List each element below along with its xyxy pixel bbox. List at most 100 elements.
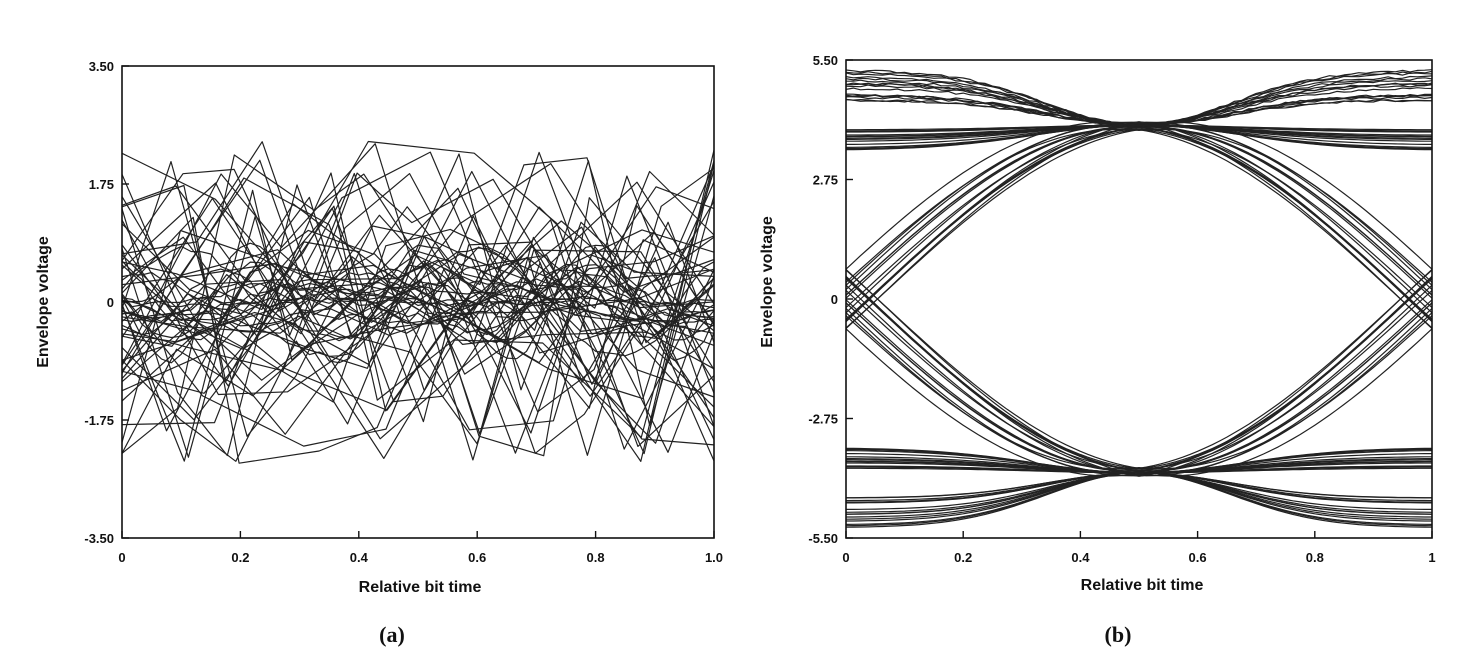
chart-b-trace — [845, 302, 1433, 472]
chart-b-trace — [845, 87, 1433, 127]
chart-b-y-tick-label: -2.75 — [808, 412, 838, 427]
chart-a-trace — [121, 277, 715, 327]
chart-a-trace — [121, 282, 715, 321]
chart-b-trace — [845, 126, 1433, 320]
chart-a-x-tick-label: 0.4 — [350, 550, 369, 565]
chart-a-trace — [121, 163, 715, 455]
chart-a-trace — [121, 281, 715, 323]
chart-b-trace — [845, 122, 1433, 330]
chart-b-trace — [845, 276, 1433, 472]
chart-a-x-tick-label: 0.2 — [231, 550, 249, 565]
chart-b-trace — [846, 462, 1432, 474]
chart-b-trace — [845, 129, 1433, 329]
chart-b-trace — [845, 278, 1433, 470]
chart-a-trace — [121, 170, 715, 381]
chart-b-trace — [846, 124, 1432, 136]
chart-a-trace — [121, 185, 715, 445]
chart-a-x-tick-label: 0 — [118, 550, 125, 565]
chart-b-trace — [845, 269, 1433, 469]
chart-a-traces — [121, 140, 715, 464]
chart-b-trace — [846, 472, 1432, 510]
chart-b-y-tick-label: 5.50 — [813, 53, 838, 68]
chart-a-trace — [121, 161, 715, 437]
chart-a-trace — [121, 219, 715, 450]
chart-b-y-tick-label: 0 — [831, 292, 838, 307]
chart-b: 5.50 2.75 0 -2.75 -5.50 0 0.2 0.4 0.6 0.8 1 Envel… — [759, 53, 1436, 647]
chart-b-trace — [845, 126, 1433, 322]
chart-a-x-ticks: 0 0.2 0.4 0.6 0.8 1.0 — [118, 531, 723, 565]
chart-b-trace — [845, 275, 1433, 477]
chart-b-trace — [845, 312, 1433, 474]
chart-b-x-tick-label: 0.8 — [1306, 550, 1324, 565]
chart-b-traces — [845, 69, 1433, 528]
chart-b-trace — [845, 128, 1433, 309]
chart-b-trace — [845, 328, 1433, 477]
chart-b-trace — [845, 278, 1433, 472]
chart-b-trace — [845, 299, 1433, 473]
chart-a-y-tick-label: 0 — [107, 295, 114, 310]
chart-b-trace — [845, 128, 1433, 320]
chart-b-x-tick-label: 0.4 — [1071, 550, 1090, 565]
chart-a-trace — [121, 159, 715, 397]
chart-b-y-tick-label: 2.75 — [813, 173, 838, 188]
chart-a-trace — [121, 205, 715, 401]
chart-a-trace — [121, 164, 715, 454]
chart-b-trace — [845, 307, 1433, 477]
chart-a-x-tick-label: 0.8 — [587, 550, 605, 565]
chart-b-caption: (b) — [1105, 622, 1132, 647]
chart-a-trace — [121, 297, 715, 307]
chart-b-trace — [845, 125, 1433, 299]
chart-a-trace — [121, 281, 715, 324]
chart-a-trace — [121, 216, 715, 464]
chart-a-trace — [121, 141, 715, 462]
chart-b-trace — [845, 126, 1433, 321]
chart-b-trace — [845, 472, 1433, 515]
chart-b-trace — [846, 472, 1432, 518]
chart-b-y-tick-label: -5.50 — [808, 531, 838, 546]
chart-a-caption: (a) — [379, 622, 405, 647]
chart-b-trace — [845, 289, 1433, 470]
chart-a-y-tick-label: -1.75 — [84, 413, 114, 428]
chart-b-trace — [845, 126, 1433, 296]
chart-a-trace — [121, 260, 715, 344]
chart-b-trace — [845, 315, 1433, 470]
chart-a-trace — [121, 177, 715, 403]
chart-b-x-tick-label: 0.2 — [954, 550, 972, 565]
chart-b-x-tick-label: 0 — [842, 550, 849, 565]
chart-a-trace — [121, 268, 715, 336]
chart-b-x-tick-label: 0.6 — [1189, 550, 1207, 565]
chart-a-y-tick-label: 3.50 — [89, 59, 114, 74]
chart-a-trace — [121, 167, 715, 456]
chart-a-y-tick-label: -3.50 — [84, 531, 114, 546]
chart-b-x-tick-label: 1 — [1428, 550, 1435, 565]
chart-a-x-tick-label: 0.6 — [468, 550, 486, 565]
chart-b-trace — [845, 268, 1433, 476]
chart-a: 3.50 1.75 0 -1.75 -3.50 0 0.2 0.4 0.6 0.8 1.0 Env… — [35, 59, 723, 647]
chart-a-trace — [121, 245, 715, 357]
chart-b-trace — [845, 122, 1433, 314]
chart-b-trace — [845, 121, 1433, 270]
chart-b-x-axis-label: Relative bit time — [1081, 577, 1204, 594]
chart-a-trace — [121, 172, 715, 372]
chart-b-trace — [845, 124, 1433, 286]
chart-a-x-axis-label: Relative bit time — [359, 579, 482, 596]
chart-b-trace — [845, 472, 1433, 503]
chart-a-trace — [121, 295, 715, 311]
chart-b-trace — [845, 121, 1433, 323]
chart-b-x-ticks: 0 0.2 0.4 0.6 0.8 1 — [842, 531, 1436, 565]
chart-a-x-tick-label: 1.0 — [705, 550, 723, 565]
chart-b-y-axis-label: Envelope voltage — [759, 216, 776, 348]
chart-a-y-ticks: 3.50 1.75 0 -1.75 -3.50 — [84, 59, 129, 546]
chart-a-trace — [121, 214, 715, 454]
chart-a-trace — [121, 149, 715, 462]
chart-b-trace — [845, 121, 1433, 291]
chart-a-trace — [121, 261, 715, 343]
chart-b-trace — [845, 277, 1433, 472]
chart-b-y-ticks: 5.50 2.75 0 -2.75 -5.50 — [808, 53, 853, 546]
chart-b-trace — [845, 472, 1433, 515]
chart-a-trace — [121, 242, 715, 364]
chart-a-trace — [121, 220, 715, 440]
chart-a-trace — [121, 228, 715, 403]
chart-a-trace — [121, 160, 715, 459]
